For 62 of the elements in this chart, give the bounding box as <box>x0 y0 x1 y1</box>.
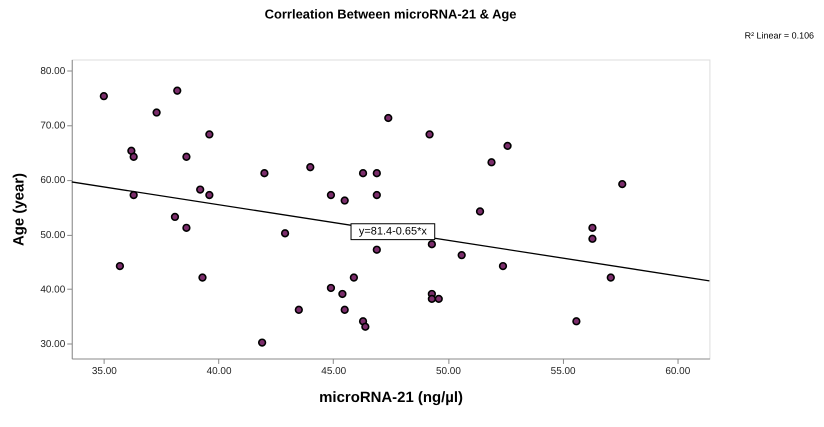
point <box>326 284 336 292</box>
y-tick-label: 60.00 <box>40 175 66 186</box>
point <box>182 224 191 232</box>
point <box>361 322 370 331</box>
point <box>198 273 207 282</box>
y-tick-label: 40.00 <box>40 284 66 296</box>
point <box>182 152 191 161</box>
point <box>340 306 349 314</box>
x-tick-label: 45.00 <box>321 366 347 377</box>
y-tick-label: 50.00 <box>40 230 66 241</box>
point <box>326 190 336 200</box>
point <box>205 190 214 200</box>
point <box>130 190 138 200</box>
chart-title: Corrleation Between microRNA-21 & Age <box>264 6 517 22</box>
point <box>350 273 358 282</box>
point <box>306 163 314 172</box>
point <box>425 130 434 139</box>
point <box>434 294 443 304</box>
point <box>384 114 392 122</box>
point <box>127 146 136 155</box>
point <box>260 169 269 178</box>
point <box>372 169 381 178</box>
text: R² Linear = 0.106 <box>744 30 814 41</box>
x-tick-label: 60.00 <box>665 366 691 377</box>
point <box>196 185 204 194</box>
point <box>588 224 597 232</box>
point <box>428 240 436 248</box>
point <box>116 262 124 270</box>
point <box>130 152 138 161</box>
y-tick-label: 30.00 <box>40 339 66 350</box>
point <box>358 169 368 178</box>
x-tick-label: 50.00 <box>436 366 462 377</box>
point <box>572 317 581 326</box>
point <box>498 262 508 270</box>
y-axis-title: Age (year) <box>10 172 28 246</box>
x-tick-label: 55.00 <box>550 366 576 377</box>
point <box>458 251 466 260</box>
point <box>152 108 161 117</box>
point <box>340 196 349 205</box>
point <box>372 190 381 200</box>
point <box>372 246 381 254</box>
point <box>606 273 615 282</box>
y-tick-label: 80.00 <box>40 66 66 77</box>
point <box>205 130 214 139</box>
point <box>258 338 266 347</box>
x-tick-label: 40.00 <box>206 366 232 377</box>
x-axis-title: microRNA-21 (ng/µl) <box>319 388 464 406</box>
y-tick-label: 70.00 <box>40 120 66 132</box>
point <box>503 142 512 150</box>
x-tick-label: 35.00 <box>92 366 118 377</box>
point <box>588 234 597 243</box>
point <box>294 306 303 314</box>
point <box>170 212 180 222</box>
point <box>487 158 496 166</box>
point <box>173 86 182 95</box>
point <box>280 229 290 238</box>
annotation: y=81.4-0.65*x <box>358 226 428 238</box>
point <box>428 294 436 304</box>
point <box>476 207 484 216</box>
point <box>618 180 626 188</box>
point <box>100 92 108 100</box>
point <box>338 290 347 298</box>
